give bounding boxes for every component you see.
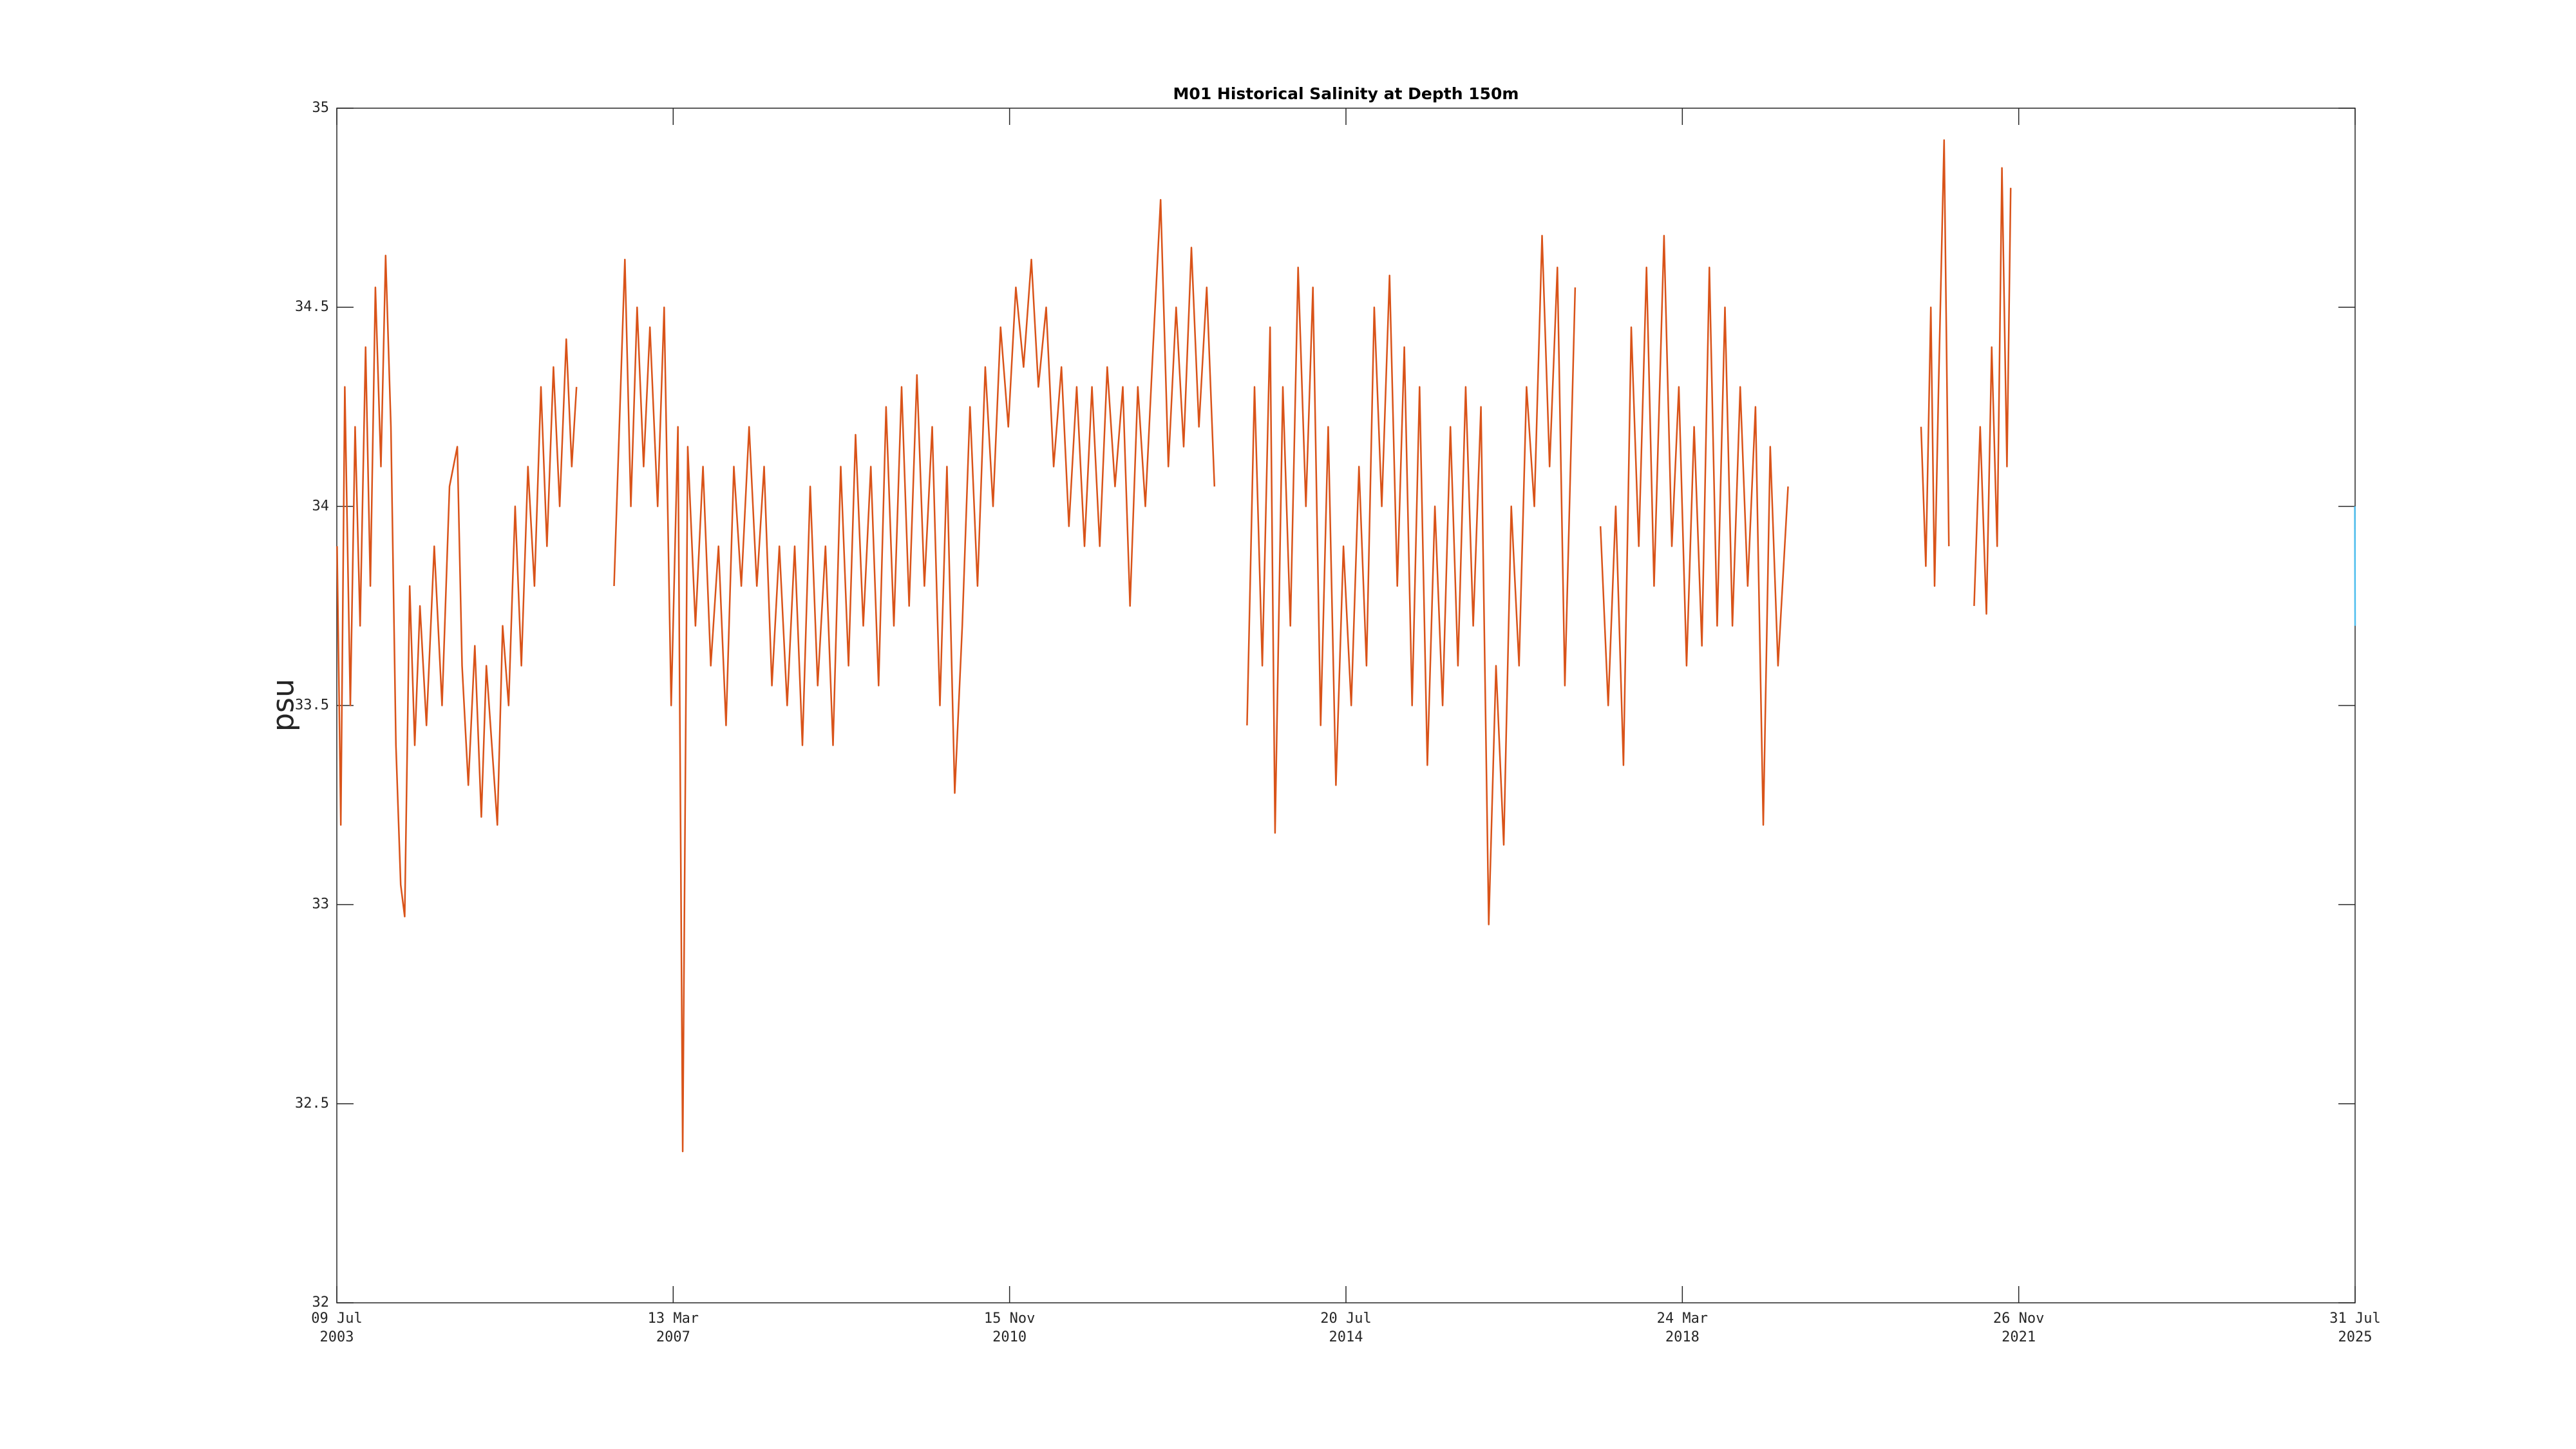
y-tick-label: 34 bbox=[312, 498, 330, 514]
x-tick-label: 13 Mar 2007 bbox=[647, 1311, 699, 1345]
y-tick-label: 34.5 bbox=[295, 299, 329, 315]
chart-title: M01 Historical Salinity at Depth 150m bbox=[1173, 84, 1519, 103]
y-tick-label: 33 bbox=[312, 896, 330, 913]
x-tick-label: 26 Nov 2021 bbox=[1993, 1311, 2045, 1345]
y-tick-label: 33.5 bbox=[295, 697, 329, 714]
x-tick-label: 24 Mar 2018 bbox=[1656, 1311, 1709, 1345]
y-tick-label: 35 bbox=[312, 100, 330, 116]
y-tick-label: 32.5 bbox=[295, 1095, 329, 1112]
x-tick-label: 31 Jul 2025 bbox=[2329, 1311, 2381, 1345]
x-tick-label: 15 Nov 2010 bbox=[983, 1311, 1036, 1345]
y-tick-label: 32 bbox=[312, 1294, 330, 1311]
plot-frame bbox=[336, 108, 2356, 1303]
x-tick-label: 09 Jul 2003 bbox=[311, 1311, 363, 1345]
x-tick-label: 20 Jul 2014 bbox=[1320, 1311, 1372, 1345]
y-axis-label: psu bbox=[266, 679, 301, 732]
data-line bbox=[336, 139, 2012, 1153]
